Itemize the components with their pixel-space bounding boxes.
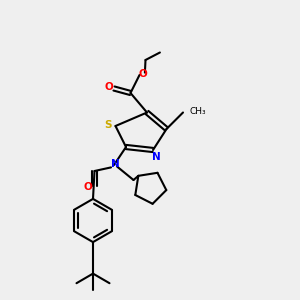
- Text: N: N: [152, 152, 160, 162]
- Text: CH₃: CH₃: [189, 106, 206, 116]
- Text: O: O: [83, 182, 92, 193]
- Text: N: N: [110, 159, 119, 169]
- Text: S: S: [104, 119, 112, 130]
- Text: O: O: [139, 69, 148, 79]
- Text: O: O: [104, 82, 113, 92]
